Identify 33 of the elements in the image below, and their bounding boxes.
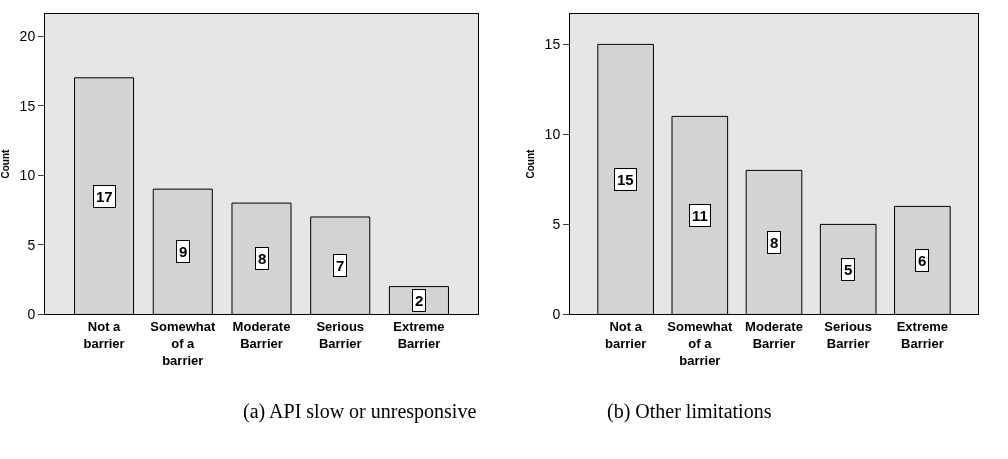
y-tick-label: 5 (27, 236, 36, 253)
data-label: 5 (844, 261, 853, 278)
y-tick-label: 15 (19, 97, 36, 114)
data-label: 7 (336, 257, 345, 274)
x-tick-label: Not a barrier (605, 319, 647, 351)
y-tick-label: 0 (552, 306, 561, 323)
data-label: 15 (617, 171, 634, 188)
x-tick-label: Not a barrier (83, 319, 125, 351)
text: (b) Other limitations (607, 400, 772, 423)
data-label: 11 (692, 207, 708, 224)
y-tick-label: 20 (19, 27, 36, 44)
x-tick-label: Moderate Barrier (232, 319, 291, 351)
data-label: 2 (415, 292, 424, 309)
text: (a) API slow or unresponsive (243, 400, 477, 423)
y-tick-label: 5 (552, 216, 561, 233)
data-label: 9 (179, 243, 188, 260)
x-tick-label: Serious Barrier (824, 319, 873, 351)
y-axis-title: Count (0, 148, 11, 179)
y-tick-label: 0 (27, 306, 36, 323)
x-tick-label: Extreme Barrier (393, 319, 445, 351)
x-tick-label: Somewhat of a barrier (667, 319, 733, 368)
y-tick-label: 15 (544, 36, 561, 53)
y-tick-label: 10 (544, 126, 561, 143)
x-tick-label: Serious Barrier (316, 319, 365, 351)
data-label: 8 (258, 250, 267, 267)
x-tick-label: Extreme Barrier (896, 319, 949, 351)
data-label: 8 (770, 234, 779, 251)
data-label: 17 (96, 188, 113, 205)
y-tick-label: 10 (19, 167, 36, 184)
data-label: 6 (918, 252, 927, 269)
y-axis-title: Count (524, 148, 536, 179)
x-tick-label: Somewhat of a barrier (150, 319, 216, 368)
x-tick-label: Moderate Barrier (745, 319, 803, 351)
